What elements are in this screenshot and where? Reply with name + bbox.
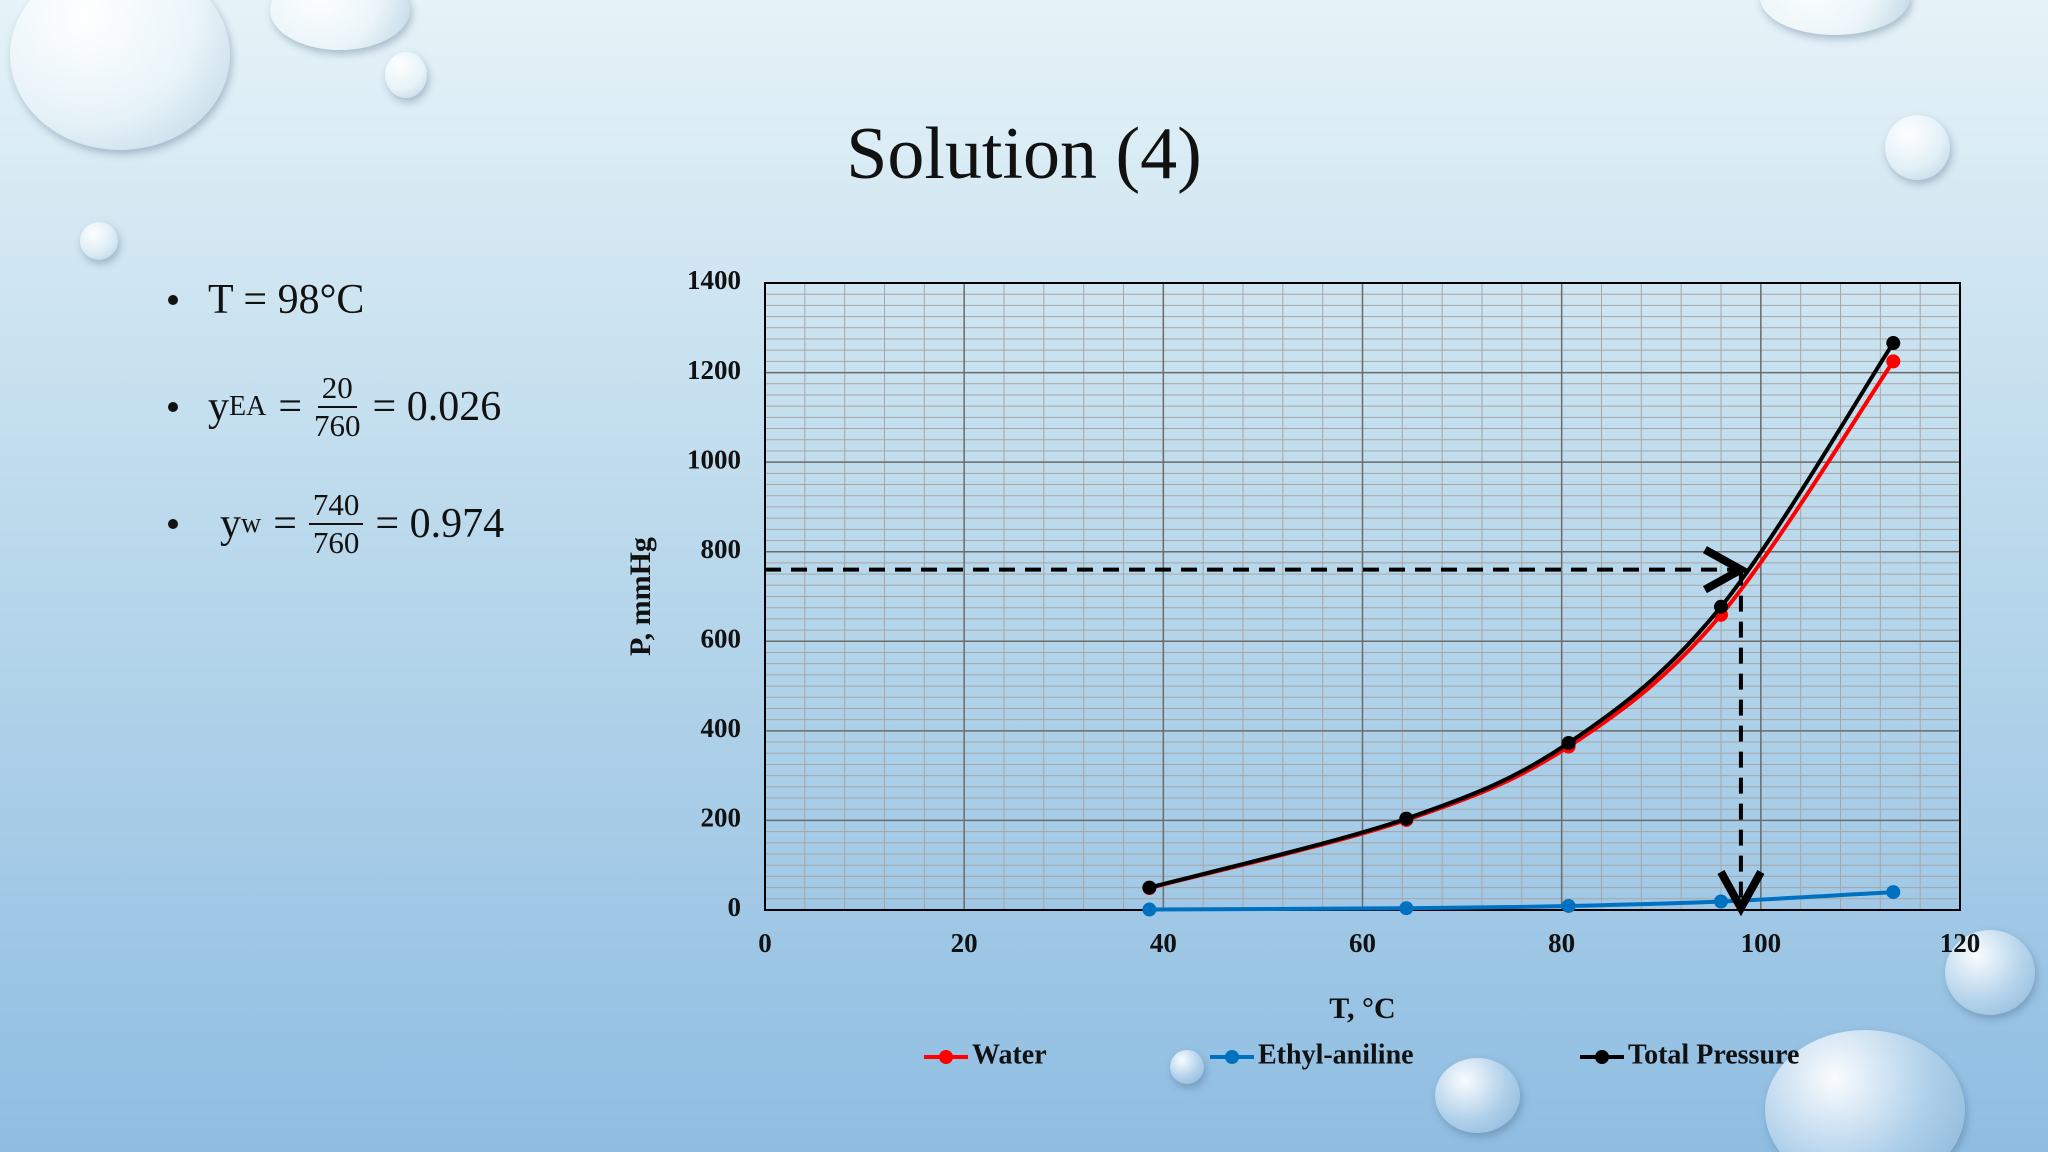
denominator: 760 [312, 525, 360, 560]
bullet: y EA = 20 760 = 0.026 [168, 370, 501, 444]
fraction: 20 760 [314, 370, 361, 444]
y-tick-label: 800 [701, 534, 742, 564]
result: = 0.974 [375, 501, 505, 547]
x-tick-label: 100 [1741, 928, 1782, 958]
x-tick-label: 20 [951, 928, 978, 958]
data-point [1142, 902, 1157, 917]
data-point [1399, 901, 1414, 916]
legend-label: Ethyl-aniline [1258, 1039, 1414, 1070]
x-tick-label: 0 [758, 928, 772, 958]
drop [1170, 1050, 1204, 1084]
bullet: T = 98°C [168, 276, 364, 324]
y-tick-label: 200 [701, 803, 742, 833]
y-tick-label: 0 [728, 892, 742, 922]
drop [80, 222, 118, 260]
legend-label: Water [972, 1039, 1047, 1070]
variable: y [220, 501, 241, 547]
subscript: w [241, 508, 262, 539]
result: = 0.026 [372, 384, 502, 430]
relation: = [273, 501, 297, 547]
data-point [1714, 599, 1728, 614]
legend-marker [939, 1050, 953, 1064]
y-tick-label: 1000 [687, 444, 741, 474]
drop [1765, 1030, 1965, 1152]
y-axis-label: P, mmHg [624, 537, 657, 656]
y-tick-label: 600 [701, 623, 742, 653]
data-point [1561, 735, 1576, 750]
y-tick-label: 1400 [687, 265, 741, 295]
drop [1885, 115, 1950, 180]
variable: y [208, 384, 229, 430]
y-tick-label: 1200 [687, 355, 741, 385]
data-point [1142, 880, 1157, 895]
x-tick-label: 60 [1349, 928, 1376, 958]
x-tick-label: 40 [1150, 928, 1177, 958]
drop [1945, 930, 2035, 1015]
y-tick-label: 400 [701, 713, 742, 743]
x-tick-label: 120 [1940, 928, 1981, 958]
subscript: EA [229, 391, 267, 422]
drop [1435, 1058, 1520, 1133]
slide-title: Solution (4) [846, 113, 1202, 195]
drop [10, 0, 230, 150]
numerator: 740 [308, 487, 364, 525]
data-point [1886, 354, 1901, 369]
x-tick-label: 80 [1548, 928, 1575, 958]
legend-marker [1225, 1050, 1239, 1064]
drop [385, 52, 427, 98]
denominator: 760 [314, 408, 361, 443]
bullet-text: T = 98°C [208, 277, 365, 323]
x-axis-label: T, °C [1329, 992, 1395, 1025]
fraction: 740 760 [308, 487, 364, 561]
data-point [1886, 885, 1901, 900]
numerator: 20 [317, 370, 357, 408]
data-point [1714, 894, 1728, 909]
data-point [1561, 898, 1576, 913]
data-point [1399, 811, 1414, 826]
data-point [1886, 336, 1901, 351]
legend-marker [1595, 1050, 1609, 1064]
legend-label: Total Pressure [1628, 1039, 1799, 1070]
relation: = [278, 384, 303, 430]
